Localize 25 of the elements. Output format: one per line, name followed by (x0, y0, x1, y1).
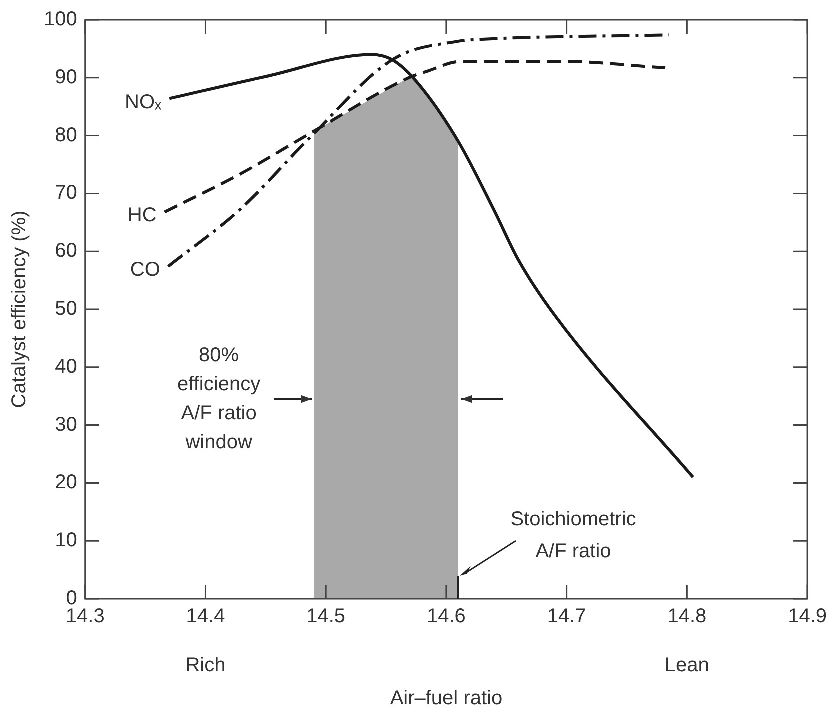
series-label: HC (128, 204, 157, 227)
y-tick-label: 70 (55, 182, 78, 204)
x-tick-label: 14.6 (426, 606, 466, 628)
y-tick-label: 90 (55, 66, 78, 88)
y-tick-label: 10 (55, 530, 78, 552)
y-tick-label: 80 (55, 124, 78, 146)
y-tick-label: 60 (55, 240, 78, 262)
x-tick-label: 14.8 (668, 606, 707, 628)
y-tick-label: 20 (55, 472, 78, 494)
x-axis-title: Air–fuel ratio (390, 688, 503, 710)
series-label: CO (130, 259, 160, 282)
y-tick-label: 30 (55, 414, 78, 436)
y-axis-title: Catalyst efficiency (%) (8, 210, 31, 408)
annotation: Stoichiometric A/F ratio (510, 508, 636, 562)
x-tick-label: 14.9 (788, 606, 828, 628)
x-tick-label: 14.7 (547, 606, 586, 628)
y-tick-label: 40 (55, 356, 78, 378)
y-tick-label: 100 (44, 8, 78, 31)
x-tick-label: 14.4 (186, 606, 226, 628)
series-label: NOₓ (125, 91, 162, 114)
x-tick-label: 14.5 (306, 606, 346, 628)
y-tick-label: 50 (55, 298, 78, 320)
text: Rich (186, 654, 226, 677)
text: Lean (664, 654, 710, 677)
band-label: 80% efficiency A/F ratio window (178, 344, 261, 454)
